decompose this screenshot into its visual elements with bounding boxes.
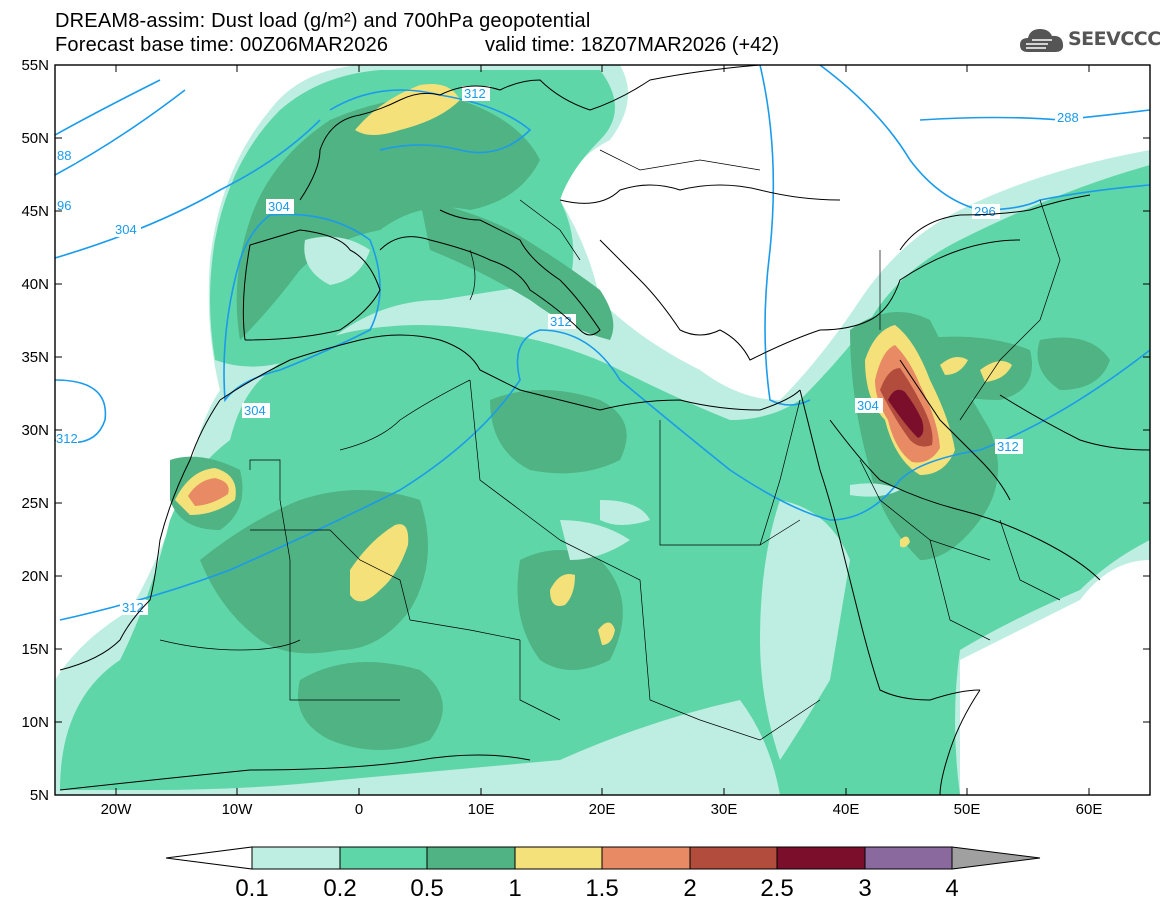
valid-time: valid time: 18Z07MAR2026 (+42) [485, 34, 780, 56]
contour-label: 312 [122, 600, 144, 615]
colorbar-tick: 1.5 [585, 875, 618, 902]
colorbar-segment [864, 846, 953, 870]
dust-area-dark [298, 662, 443, 750]
seevccc-logo: SEEVCCC [1018, 22, 1161, 62]
lat-label: 55N [21, 57, 49, 74]
colorbar-low-arrow [165, 846, 253, 870]
lon-label: 40E [833, 801, 860, 818]
lat-label: 35N [21, 349, 49, 366]
map-title: DREAM8-assim: Dust load (g/m²) and 700hP… [55, 10, 591, 32]
dust-area-light [760, 500, 850, 760]
colorbar-tick: 0.5 [410, 875, 443, 902]
dust-area-yellow [980, 361, 1012, 382]
lat-label: 50N [21, 130, 49, 147]
lat-labels: 55N 50N 45N 40N 35N 30N 25N 20N 15N 10N … [21, 57, 49, 804]
dust-area-dark [200, 490, 428, 654]
contour-label: 288 [1057, 110, 1079, 125]
lon-label: 10E [468, 801, 495, 818]
colorbar-labels: 0.1 0.2 0.5 1 1.5 2 2.5 3 4 [235, 875, 958, 902]
dust-area-dark [517, 550, 623, 670]
dust-area-light [560, 520, 630, 560]
colorbar-tick: 3 [858, 875, 871, 902]
forecast-base-time: Forecast base time: 00Z06MAR2026 [55, 34, 389, 56]
lon-label: 20W [101, 801, 133, 818]
dust-area-light [304, 236, 370, 285]
lat-label: 30N [21, 422, 49, 439]
contour-label: 304 [115, 222, 137, 237]
dust-area-maroon [888, 389, 924, 438]
lat-label: 45N [21, 203, 49, 220]
contour-label: 312 [550, 314, 572, 329]
lon-label: 30E [711, 801, 738, 818]
lat-axis [55, 64, 1150, 723]
dust-area-dark [1037, 337, 1110, 390]
lat-label: 40N [21, 276, 49, 293]
contour-label: 312 [464, 86, 486, 101]
contour-label: 96 [57, 198, 71, 213]
colorbar-segment [776, 846, 866, 870]
lat-label: 15N [21, 641, 49, 658]
contour-label: 304 [244, 403, 266, 418]
logo-text: SEEVCCC [1068, 28, 1161, 50]
dust-area-yellow [355, 84, 460, 135]
contour-label: 312 [997, 439, 1019, 454]
contour-label: 296 [974, 204, 996, 219]
dust-area-yellow [598, 622, 615, 645]
lon-label: 50E [954, 801, 981, 818]
colorbar-tick: 1 [508, 875, 521, 902]
colorbar-tick: 0.2 [323, 875, 356, 902]
lat-label: 25N [21, 495, 49, 512]
colorbar-segment [339, 846, 428, 870]
contour-label: 312 [56, 431, 78, 446]
dust-area-yellow [940, 356, 968, 375]
contour-label: 304 [268, 199, 290, 214]
colorbar-segment [251, 846, 341, 870]
dust-area-dark [236, 97, 540, 340]
lon-label: 0 [355, 801, 363, 818]
colorbar-high-arrow [951, 846, 1041, 870]
lon-label: 60E [1076, 801, 1103, 818]
colorbar-segment [426, 846, 516, 870]
lon-axis [115, 65, 1090, 795]
dust-field [55, 65, 1150, 795]
colorbar [165, 846, 1041, 870]
lon-label: 20E [589, 801, 616, 818]
dust-area-light [600, 500, 650, 525]
dust-area-dark [420, 200, 614, 340]
lat-label: 10N [21, 714, 49, 731]
colorbar-tick: 0.1 [235, 875, 268, 902]
colorbar-segment [601, 846, 691, 870]
colorbar-tick: 2 [683, 875, 696, 902]
contour-label: 304 [857, 398, 879, 413]
lon-labels: 20W 10W 0 10E 20E 30E 40E 50E 60E [101, 801, 1103, 818]
cloud-icon [1020, 29, 1064, 52]
contour-label: 88 [57, 148, 71, 163]
dust-area-yellow [900, 536, 910, 548]
colorbar-segment [514, 846, 603, 870]
coastlines [59, 65, 1150, 795]
dust-area-yellow [550, 574, 575, 606]
dust-area-dark [910, 336, 1032, 400]
borders [159, 149, 1061, 741]
colorbar-tick: 4 [945, 875, 958, 902]
dust-area-dark [490, 390, 627, 474]
contour-labels: 312 288 88 96 304 304 312 312 296 304 30… [56, 86, 1083, 615]
dust-area-yellow [350, 524, 409, 602]
colorbar-tick: 2.5 [760, 875, 793, 902]
colorbar-segment [689, 846, 778, 870]
dust-area-orange [188, 478, 229, 506]
lon-label: 10W [222, 801, 254, 818]
lat-label: 20N [21, 568, 49, 585]
lat-label: 5N [30, 787, 49, 804]
